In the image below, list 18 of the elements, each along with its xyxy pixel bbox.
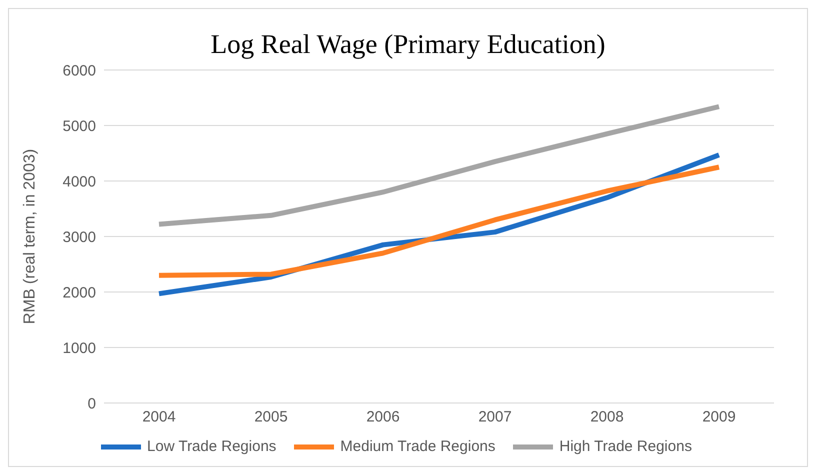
legend-label: Medium Trade Regions [339, 438, 496, 455]
y-tick-label: 2000 [62, 284, 96, 302]
x-tick-label: 2004 [142, 408, 176, 426]
x-tick-label: 2005 [254, 408, 288, 426]
x-tick-label: 2009 [702, 408, 736, 426]
y-axis-title: RMB (real term, in 2003) [22, 148, 39, 324]
y-tick-label: 5000 [62, 118, 96, 135]
x-tick-label: 2006 [366, 408, 400, 426]
y-tick-label: 4000 [62, 173, 96, 190]
y-tick-label: 1000 [62, 340, 96, 357]
y-tick-label: 0 [88, 395, 96, 412]
x-tick-label: 2008 [590, 408, 624, 426]
y-tick-label: 3000 [62, 228, 96, 246]
legend-label: High Trade Regions [558, 438, 692, 455]
x-tick-label: 2007 [478, 408, 512, 426]
legend-label: Low Trade Regions [146, 438, 276, 455]
y-tick-label: 6000 [62, 62, 96, 80]
chart-title: Log Real Wage (Primary Education) [210, 29, 606, 60]
